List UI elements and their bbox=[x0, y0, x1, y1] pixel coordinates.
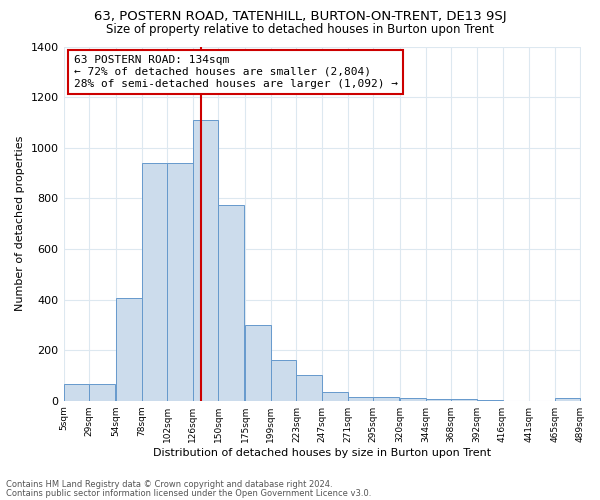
Text: Size of property relative to detached houses in Burton upon Trent: Size of property relative to detached ho… bbox=[106, 22, 494, 36]
Bar bbox=[245, 325, 271, 400]
Bar bbox=[116, 298, 142, 400]
Bar bbox=[218, 204, 244, 400]
Bar bbox=[193, 120, 218, 400]
Bar bbox=[555, 398, 580, 400]
Bar bbox=[425, 398, 451, 400]
Text: 63 POSTERN ROAD: 134sqm
← 72% of detached houses are smaller (2,804)
28% of semi: 63 POSTERN ROAD: 134sqm ← 72% of detache… bbox=[74, 56, 398, 88]
Text: 63, POSTERN ROAD, TATENHILL, BURTON-ON-TRENT, DE13 9SJ: 63, POSTERN ROAD, TATENHILL, BURTON-ON-T… bbox=[94, 10, 506, 23]
Bar bbox=[373, 397, 399, 400]
Bar bbox=[322, 392, 347, 400]
Bar bbox=[167, 163, 193, 400]
Bar bbox=[296, 376, 322, 400]
Bar bbox=[271, 360, 296, 401]
Bar bbox=[400, 398, 425, 400]
Text: Contains public sector information licensed under the Open Government Licence v3: Contains public sector information licen… bbox=[6, 488, 371, 498]
Y-axis label: Number of detached properties: Number of detached properties bbox=[15, 136, 25, 312]
Text: Contains HM Land Registry data © Crown copyright and database right 2024.: Contains HM Land Registry data © Crown c… bbox=[6, 480, 332, 489]
X-axis label: Distribution of detached houses by size in Burton upon Trent: Distribution of detached houses by size … bbox=[153, 448, 491, 458]
Bar bbox=[347, 397, 373, 400]
Bar bbox=[142, 163, 167, 400]
Bar bbox=[89, 384, 115, 400]
Bar bbox=[64, 384, 89, 400]
